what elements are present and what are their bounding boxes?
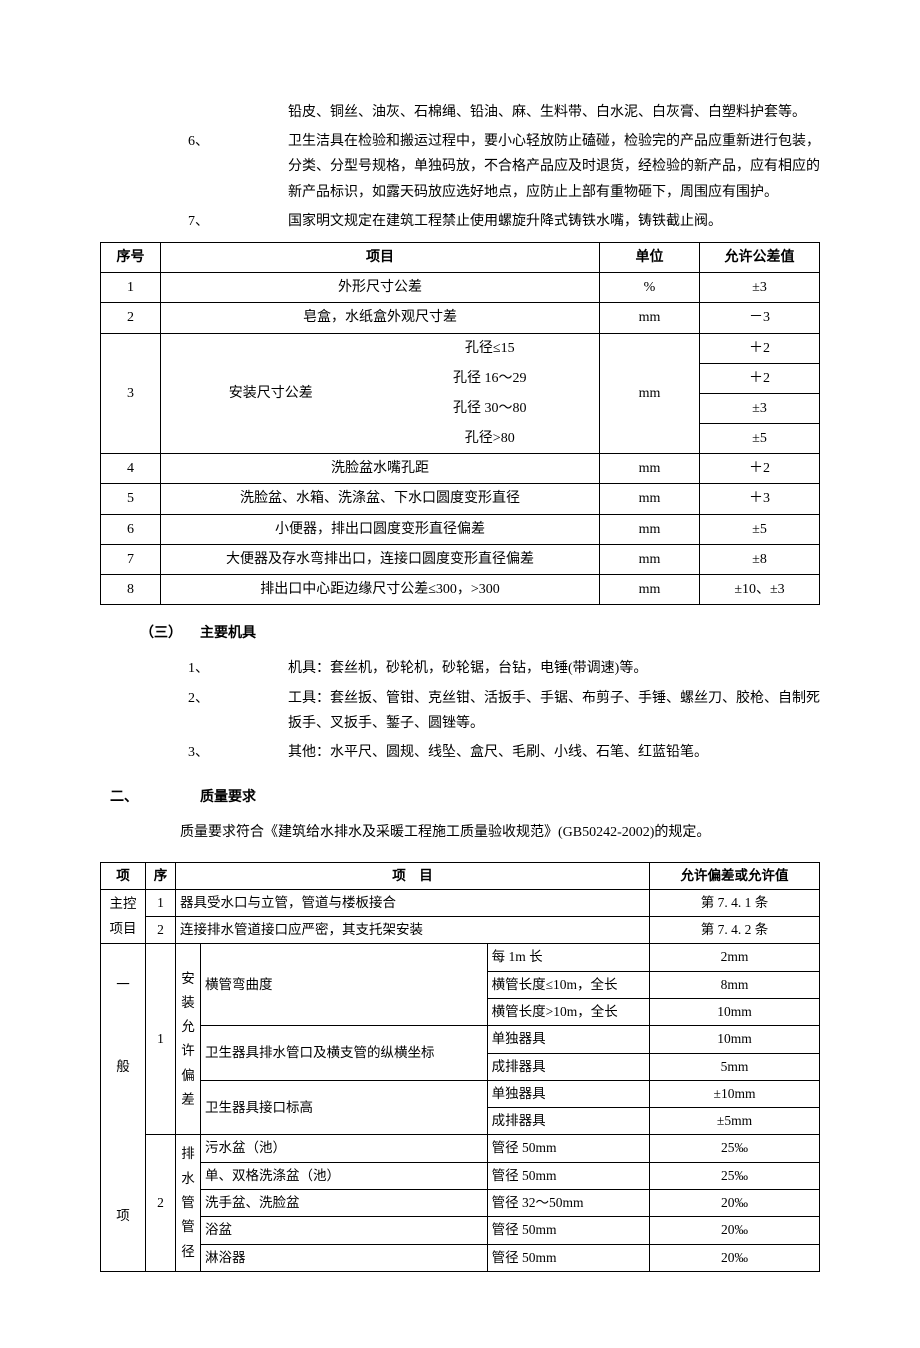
tool-item-2: 2、 工具：套丝扳、管钳、克丝钳、活扳手、手锯、布剪子、手锤、螺丝刀、胶枪、自制… [100, 686, 820, 736]
table-row: 淋浴器 管径 50mm 20‰ [101, 1244, 820, 1271]
table-row: 2 排水管管径 污水盆（池） 管径 50mm 25‰ [101, 1135, 820, 1162]
section-title: 质量要求 [200, 785, 820, 810]
th-seq: 序号 [101, 242, 161, 272]
table-row: 2 连接排水管道接口应严密，其支托架安装 第 7. 4. 2 条 [101, 917, 820, 944]
section-num: 二、 [100, 785, 200, 810]
list-num-7: 7、 [100, 209, 188, 234]
section-quality: 二、 质量要求 [100, 785, 820, 810]
table-row: 6 小便器，排出口圆度变形直径偏差 mm ±5 [101, 514, 820, 544]
table-row: 4 洗脸盆水嘴孔距 mm ＋2 [101, 454, 820, 484]
continuation-text: 铅皮、铜丝、油灰、石棉绳、铅油、麻、生料带、白水泥、白灰膏、白塑料护套等。 [100, 100, 820, 125]
table-row: 5 洗脸盆、水箱、洗涤盆、下水口圆度变形直径 mm ＋3 [101, 484, 820, 514]
table-row: 一 1 安装允许偏差 横管弯曲度 每 1m 长 2mm [101, 944, 820, 971]
table-row: 项 单、双格洗涤盆（池） 管径 50mm 25‰ [101, 1162, 820, 1189]
table-row: 浴盆 管径 50mm 20‰ [101, 1217, 820, 1244]
list-item-6: 6、 卫生洁具在检验和搬运过程中，要小心轻放防止磕碰，检验完的产品应重新进行包装… [100, 129, 820, 205]
table-row: 1 外形尺寸公差 % ±3 [101, 273, 820, 303]
th-unit: 单位 [600, 242, 700, 272]
th-item: 项目 [161, 242, 600, 272]
list-num-6: 6、 [100, 129, 188, 205]
quality-table-2: 项 序 项 目 允许偏差或允许值 主控项目 1 器具受水口与立管，管道与楼板接合… [100, 862, 820, 1272]
quality-paragraph: 质量要求符合《建筑给水排水及采暖工程施工质量验收规范》(GB50242-2002… [100, 820, 820, 845]
table-row: 主控项目 1 器具受水口与立管，管道与楼板接合 第 7. 4. 1 条 [101, 889, 820, 916]
table-row: 2 皂盒，水纸盒外观尺寸差 mm －3 [101, 303, 820, 333]
subsection-title: 主要机具 [200, 621, 820, 646]
tool-item-1: 1、 机具：套丝机，砂轮机，砂轮锯，台钻，电锤(带调速)等。 [100, 656, 820, 681]
list-item-7: 7、 国家明文规定在建筑工程禁止使用螺旋升降式铸铁水嘴，铸铁截止阀。 [100, 209, 820, 234]
subsection-num: （三） [100, 621, 200, 646]
tool-item-3: 3、 其他：水平尺、圆规、线坠、盒尺、毛刷、小线、石笔、红蓝铅笔。 [100, 740, 820, 765]
table1-header-row: 序号 项目 单位 允许公差值 [101, 242, 820, 272]
table-row: 洗手盆、洗脸盆 管径 32～50mm 20‰ [101, 1190, 820, 1217]
list-text-6: 卫生洁具在检验和搬运过程中，要小心轻放防止磕碰，检验完的产品应重新进行包装，分类… [188, 129, 820, 205]
table-row: 7 大便器及存水弯排出口，连接口圆度变形直径偏差 mm ±8 [101, 544, 820, 574]
table-row: 8 排出口中心距边缘尺寸公差≤300，>300 mm ±10、±3 [101, 575, 820, 605]
table-row: 3 安装尺寸公差 孔径≤15 mm ＋2 [101, 333, 820, 363]
table-row: 般 卫生器具排水管口及横支管的纵横坐标 单独器具 10mm [101, 1026, 820, 1053]
tolerance-table-1: 序号 项目 单位 允许公差值 1 外形尺寸公差 % ±3 2 皂盒，水纸盒外观尺… [100, 242, 820, 605]
list-text-7: 国家明文规定在建筑工程禁止使用螺旋升降式铸铁水嘴，铸铁截止阀。 [188, 209, 820, 234]
subsection-tools: （三） 主要机具 [100, 621, 820, 646]
th-tol: 允许公差值 [700, 242, 820, 272]
table-row: 卫生器具接口标高 单独器具 ±10mm [101, 1080, 820, 1107]
table2-header-row: 项 序 项 目 允许偏差或允许值 [101, 862, 820, 889]
